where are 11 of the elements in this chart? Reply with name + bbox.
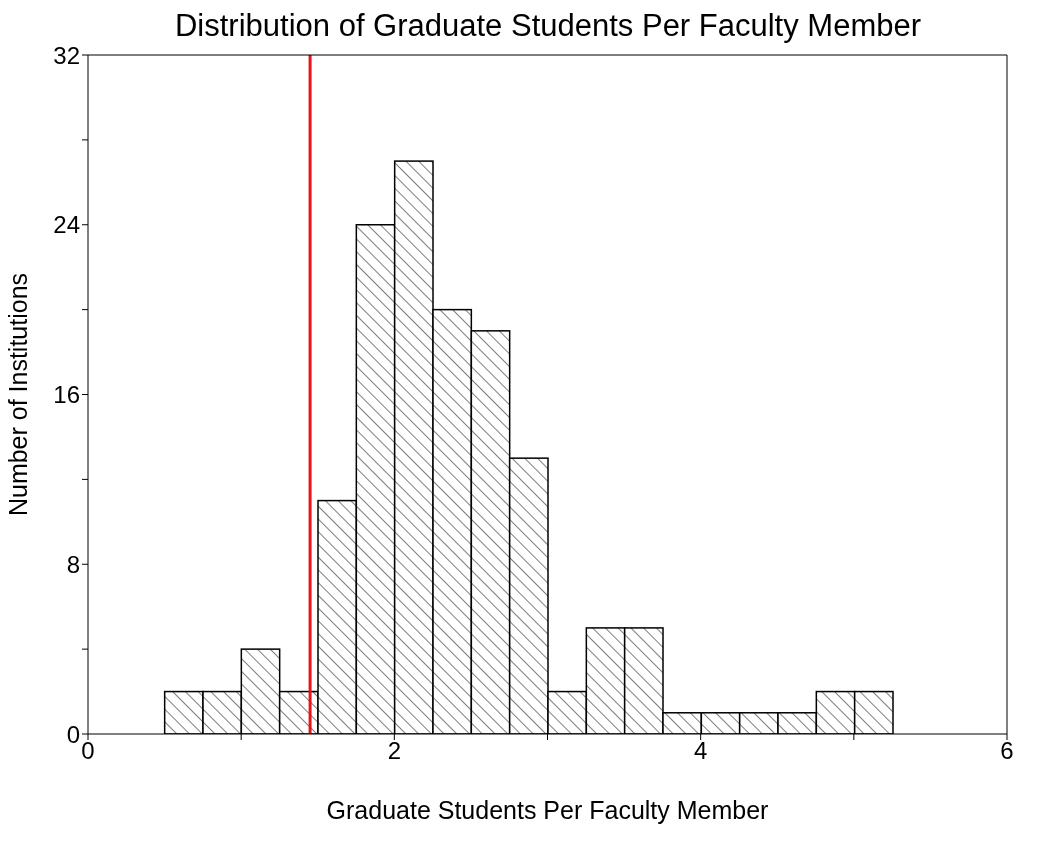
x-tick-label: 4	[693, 737, 708, 765]
chart-title: Distribution of Graduate Students Per Faculty Member	[174, 8, 922, 43]
y-tick-label: 32	[53, 41, 80, 69]
y-tick-label: 8	[66, 550, 80, 578]
y-tick-label: 24	[53, 211, 80, 239]
x-tick-label: 2	[387, 737, 402, 765]
y-tick-label: 0	[66, 720, 80, 748]
x-axis-title: Graduate Students Per Faculty Member	[326, 796, 769, 824]
x-tick-label: 6	[1000, 737, 1014, 765]
y-tick-label: 16	[53, 381, 80, 409]
y-axis-title: Number of Institutions	[3, 272, 32, 517]
